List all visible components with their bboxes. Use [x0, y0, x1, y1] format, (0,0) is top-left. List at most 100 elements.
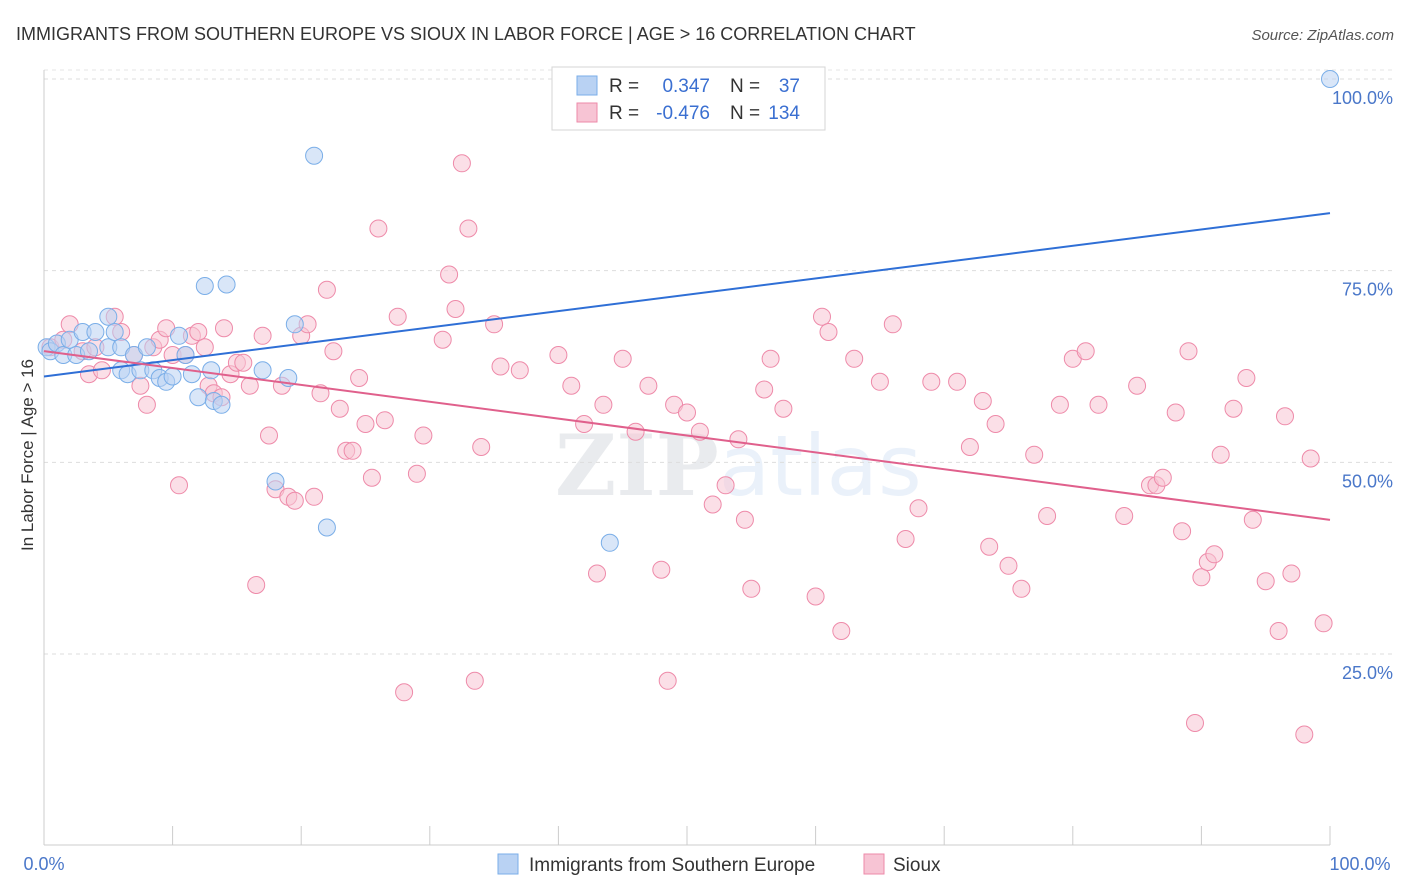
point-series-2-81 — [742, 579, 761, 598]
x-tick-label-max: 100.0% — [1329, 854, 1390, 874]
point-series-2-123 — [1243, 510, 1262, 529]
point-series-2-92 — [896, 530, 915, 548]
point-series-2-51 — [395, 683, 414, 702]
point-series-2-38 — [305, 487, 324, 506]
point-series-2-69 — [613, 349, 632, 368]
point-series-2-108 — [1115, 507, 1134, 525]
point-series-1-9 — [99, 307, 118, 326]
y-axis-tick-labels: 100.0% 75.0% 50.0% 25.0% — [1332, 88, 1393, 683]
point-series-2-121 — [1224, 399, 1243, 418]
point-series-2-41 — [324, 342, 343, 361]
y-tick-label-0: 100.0% — [1332, 88, 1393, 108]
point-series-1-37 — [600, 533, 619, 552]
y-axis-title: In Labor Force | Age > 16 — [18, 359, 37, 551]
point-series-2-27 — [234, 353, 253, 372]
point-series-2-124 — [1256, 572, 1275, 591]
legend-swatch-series-1 — [576, 75, 598, 96]
point-series-2-97 — [973, 392, 992, 410]
point-series-2-31 — [260, 426, 278, 445]
trend-line-series-1 — [43, 212, 1331, 378]
point-series-2-50 — [388, 307, 407, 326]
point-series-2-70 — [626, 422, 645, 441]
point-series-1-29 — [212, 395, 231, 414]
point-series-1-36 — [317, 518, 336, 537]
series-legend-swatch-2 — [863, 853, 885, 875]
y-tick-label-2: 50.0% — [1342, 471, 1393, 491]
point-series-1-8 — [86, 323, 105, 341]
point-series-2-94 — [922, 372, 941, 391]
point-series-2-89 — [845, 349, 864, 368]
point-series-2-80 — [735, 510, 754, 529]
point-series-2-90 — [870, 372, 889, 391]
point-series-2-54 — [433, 330, 452, 349]
point-series-2-19 — [189, 323, 208, 341]
point-series-2-120 — [1211, 445, 1230, 464]
source-label: Source: ZipAtlas.com — [1251, 27, 1394, 44]
y-tick-label-1: 75.0% — [1342, 280, 1393, 300]
point-series-2-102 — [1025, 445, 1044, 464]
point-series-2-112 — [1153, 468, 1172, 487]
point-series-2-106 — [1076, 342, 1095, 361]
legend-n-label-2: N = — [730, 103, 760, 124]
series-legend-label-2: Sioux — [893, 855, 941, 876]
point-series-2-96 — [960, 438, 979, 456]
series-legend-swatch-1 — [497, 853, 519, 875]
trend-lines — [43, 212, 1331, 521]
point-series-2-52 — [407, 464, 426, 483]
point-series-2-87 — [819, 323, 838, 341]
scatter-points — [37, 70, 1339, 744]
point-series-1-23 — [176, 346, 195, 364]
legend-r-value-2: -0.476 — [656, 103, 710, 124]
point-series-2-86 — [813, 307, 831, 326]
point-series-2-101 — [1012, 579, 1031, 598]
point-series-2-99 — [986, 415, 1005, 433]
point-series-2-93 — [909, 499, 928, 518]
point-series-2-30 — [253, 326, 272, 345]
point-series-2-83 — [761, 349, 780, 368]
point-series-1-26 — [195, 277, 214, 295]
point-series-2-114 — [1173, 522, 1192, 541]
point-series-2-100 — [999, 556, 1018, 575]
point-series-2-42 — [330, 399, 349, 418]
trend-line-series-2 — [43, 350, 1331, 521]
point-series-2-73 — [658, 671, 677, 690]
point-series-2-126 — [1276, 407, 1294, 426]
point-series-2-58 — [459, 219, 478, 238]
point-series-2-48 — [369, 219, 388, 238]
point-series-2-127 — [1282, 564, 1301, 583]
point-series-2-55 — [440, 265, 459, 284]
point-series-2-45 — [350, 369, 369, 387]
point-series-2-20 — [195, 338, 214, 357]
point-series-2-79 — [729, 430, 748, 449]
point-series-2-24 — [215, 319, 233, 338]
series-legend-label-1: Immigrants from Southern Europe — [529, 855, 815, 876]
point-series-2-16 — [170, 476, 188, 495]
point-series-2-11 — [137, 395, 156, 414]
point-series-2-60 — [472, 438, 491, 456]
point-series-2-117 — [1192, 568, 1211, 587]
legend-n-value-2: 134 — [768, 103, 800, 124]
point-series-2-78 — [716, 476, 735, 495]
point-series-2-115 — [1179, 342, 1198, 361]
point-series-2-62 — [491, 357, 510, 376]
point-series-2-67 — [588, 564, 606, 583]
point-series-2-29 — [247, 576, 266, 594]
point-series-2-71 — [639, 376, 658, 395]
x-axis-ticks — [43, 826, 1331, 845]
point-series-1-24 — [182, 365, 201, 384]
point-series-2-129 — [1301, 449, 1320, 468]
point-series-2-75 — [678, 403, 696, 422]
legend-n-value-1: 37 — [779, 76, 800, 97]
point-series-2-95 — [948, 372, 967, 391]
point-series-2-84 — [774, 399, 793, 418]
point-series-1-38 — [1321, 70, 1339, 88]
point-series-2-66 — [575, 415, 594, 433]
point-series-2-98 — [980, 537, 999, 556]
point-series-2-77 — [703, 495, 722, 514]
point-series-1-30 — [217, 275, 236, 294]
point-series-2-68 — [594, 395, 613, 414]
point-series-2-47 — [362, 468, 381, 487]
x-tick-label-min: 0.0% — [23, 854, 64, 874]
legend-swatch-series-2 — [576, 102, 598, 123]
point-series-1-31 — [253, 361, 272, 380]
